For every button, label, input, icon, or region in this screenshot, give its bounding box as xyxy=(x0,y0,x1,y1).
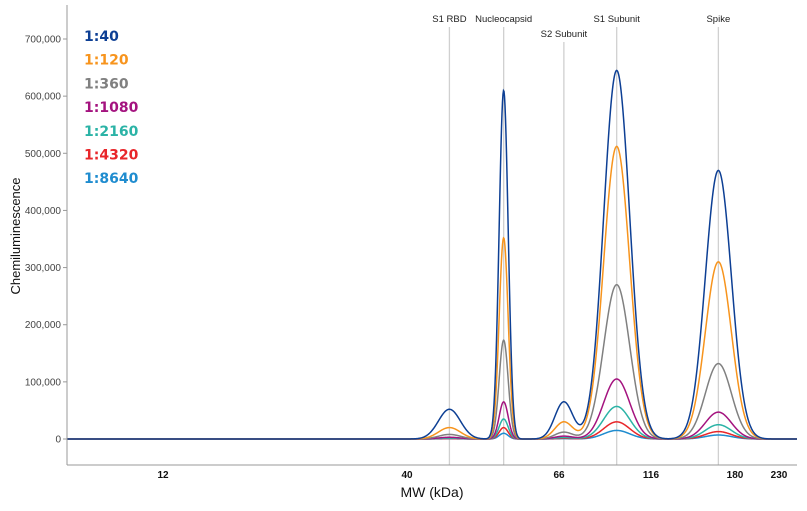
peak-label: S1 Subunit xyxy=(593,14,640,25)
legend-item: 1:4320 xyxy=(84,148,139,164)
x-axis-label: MW (kDa) xyxy=(401,484,464,500)
legend-item: 1:8640 xyxy=(84,171,139,187)
legend-item: 1:360 xyxy=(84,76,129,92)
y-tick-label: 200,000 xyxy=(25,320,62,331)
y-ticks: 0 100,000 200,000 300,000 400,000 500,000 600,… xyxy=(25,35,67,446)
x-tick-label: 66 xyxy=(553,470,565,481)
x-ticks: 12 40 66 116 180 230 xyxy=(157,470,787,481)
peak-label: Nucleocapsid xyxy=(475,14,532,25)
legend-item: 1:2160 xyxy=(84,124,139,140)
peak-labels: S1 RBD Nucleocapsid S2 Subunit S1 Subunit Sp… xyxy=(432,14,730,40)
y-tick-label: 300,000 xyxy=(25,263,62,274)
x-tick-label: 12 xyxy=(157,470,169,481)
series-lines xyxy=(67,69,797,440)
y-tick-label: 100,000 xyxy=(25,377,62,388)
peak-label: Spike xyxy=(706,14,730,25)
x-tick-label: 116 xyxy=(643,470,660,481)
peak-label: S2 Subunit xyxy=(541,29,588,40)
legend: 1:40 1:120 1:360 1:1080 1:2160 1:4320 1:8640 xyxy=(84,29,139,187)
series-line-1-360 xyxy=(67,283,797,440)
legend-item: 1:1080 xyxy=(84,100,139,116)
legend-item: 1:120 xyxy=(84,53,129,69)
y-tick-label: 0 xyxy=(55,435,61,446)
y-tick-label: 500,000 xyxy=(25,149,62,160)
x-tick-label: 230 xyxy=(771,470,788,481)
y-tick-label: 600,000 xyxy=(25,92,62,103)
x-tick-label: 40 xyxy=(401,470,413,481)
series-line-1-120 xyxy=(67,145,797,440)
peak-gridlines xyxy=(448,27,720,465)
x-tick-label: 180 xyxy=(727,470,744,481)
peak-label: S1 RBD xyxy=(432,14,466,25)
series-line-1-40 xyxy=(67,69,797,440)
legend-item: 1:40 xyxy=(84,29,119,45)
y-tick-label: 400,000 xyxy=(25,206,62,217)
y-tick-label: 700,000 xyxy=(25,35,62,46)
y-axis-label: Chemiluminescence xyxy=(8,177,23,294)
